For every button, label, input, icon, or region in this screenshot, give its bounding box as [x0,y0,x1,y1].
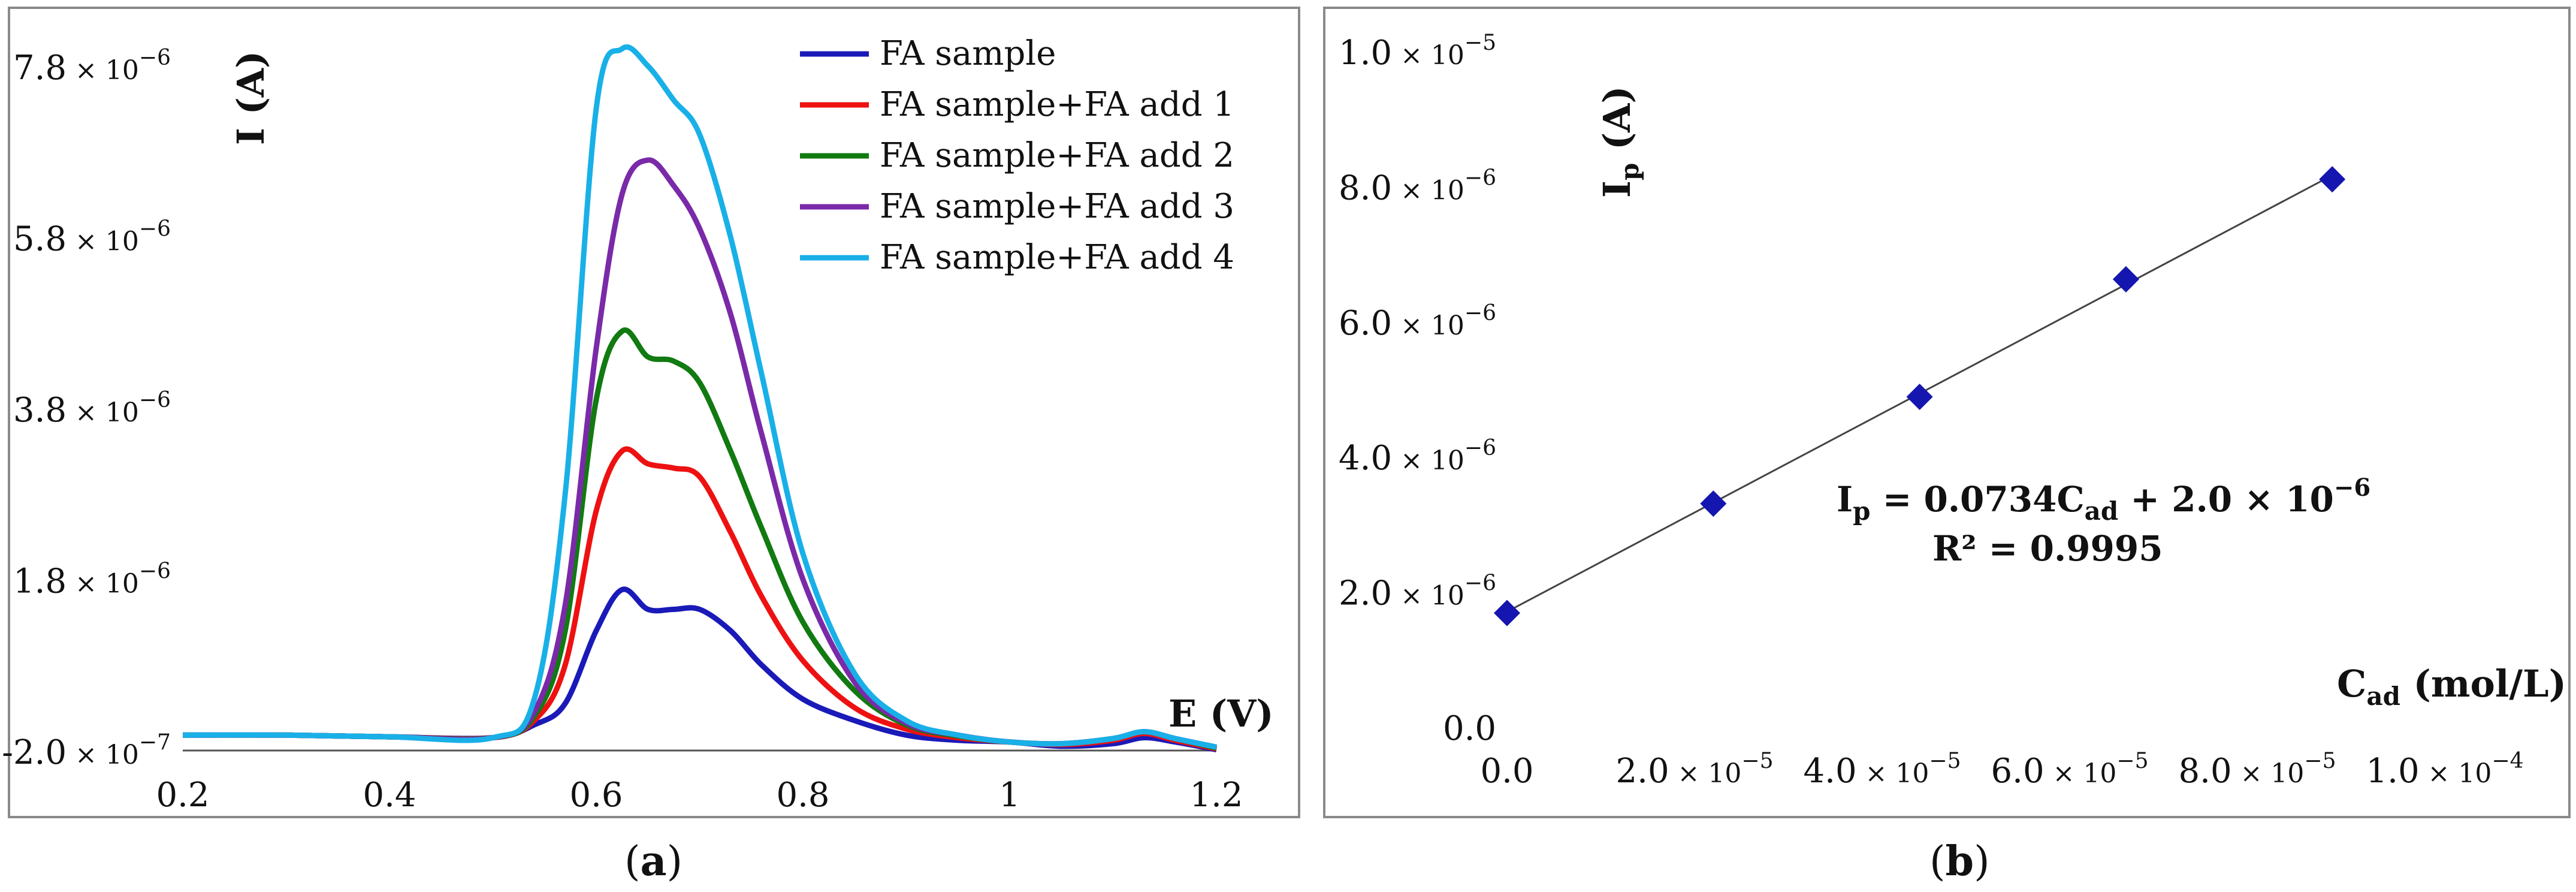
panel-a-x-tick-label: 1.2 [1189,776,1243,815]
panel-a-series-line [182,327,1217,751]
panel-a-x-tick-label: 0.6 [569,776,623,815]
panel-a-x-tick-label: 1 [999,776,1020,815]
panel-b-x-axis-label: Cad (mol/L) [2337,662,2566,711]
panel-a-legend: FA sample FA sample+FA add 1 FA sample+FA … [800,34,1234,277]
panel-b-y-tick-label: 2.0 × 10−6 [1339,571,1496,613]
panel-a-y-axis-label: I (A) [229,51,273,145]
panel-b-data-point [1494,599,1520,626]
panel-a-caption: (a) [624,837,682,885]
panel-a-y-tick-label: 1.8 × 10−6 [13,559,171,601]
legend-label: FA sample+FA add 3 [880,187,1234,226]
panel-a-x-tick-label: 0.2 [156,776,209,815]
panel-b-x-tick-label: 1.0 × 10−4 [2366,749,2524,791]
panel-b-y-tick-label: 4.0 × 10−6 [1339,436,1496,478]
panel-b-data-point [2319,166,2346,193]
panel-b-y-axis-label: Ip (A) [1595,86,1644,198]
panel-a-line-chart: 0.2 0.4 0.6 0.8 1 1.2 -2.0 × 10−7 1.8 × 10−6 3.8… [2,7,1300,818]
panel-a-x-tick-label: 0.4 [363,776,416,815]
panel-b-x-tick-label: 2.0 × 10−5 [1616,749,1774,791]
panel-b-data-point [1906,384,1933,411]
panel-b-x-tick-label: 0.0 [1480,752,1533,791]
panel-b-x-tick-label: 4.0 × 10−5 [1804,749,1961,791]
panel-a-y-tick-label: 7.8 × 10−6 [13,46,171,88]
panel-b-scatter-chart: 0.0 2.0 × 10−5 4.0 × 10−5 6.0 × 10−5 8.0 × 1… [1323,7,2571,818]
panel-a-series-line [182,586,1217,752]
panel-b-data-point [1700,490,1727,517]
panel-a-y-tick-label: 5.8 × 10−6 [13,217,171,259]
panel-a-y-tick-label: 3.8 × 10−6 [13,388,171,430]
panel-b-x-tick-label: 8.0 × 10−5 [2179,749,2336,791]
panel-b-fit-equation: Ip = 0.0734Cad + 2.0 × 10−6 [1837,474,2370,526]
panel-a-series-line [182,44,1217,750]
panel-b-caption: (b) [1929,837,1990,885]
panel-b-y-tick-label: 6.0 × 10−6 [1339,301,1496,343]
panel-a-frame [8,7,1300,818]
panel-b-x-tick-label: 6.0 × 10−5 [1991,749,2149,791]
legend-label: FA sample+FA add 1 [880,85,1234,124]
panel-b-frame [1323,7,2571,818]
panel-a-x-axis-label: E (V) [1168,692,1274,736]
panel-a-y-tick-label: -2.0 × 10−7 [2,730,171,772]
panel-a-x-tick-label: 0.8 [776,776,829,815]
legend-label: FA sample [880,34,1056,73]
legend-label: FA sample+FA add 4 [880,238,1234,277]
legend-label: FA sample+FA add 2 [880,136,1234,175]
panel-b-y-tick-label: 1.0 × 10−5 [1339,31,1496,73]
panel-b-data-point [2112,266,2139,293]
panel-b-y-tick-label: 0.0 [1443,709,1496,748]
panel-a-series-line [182,446,1217,752]
panel-b-y-tick-label: 8.0 × 10−6 [1339,165,1496,207]
panel-b-r-squared: R² = 0.9995 [1932,528,2163,569]
